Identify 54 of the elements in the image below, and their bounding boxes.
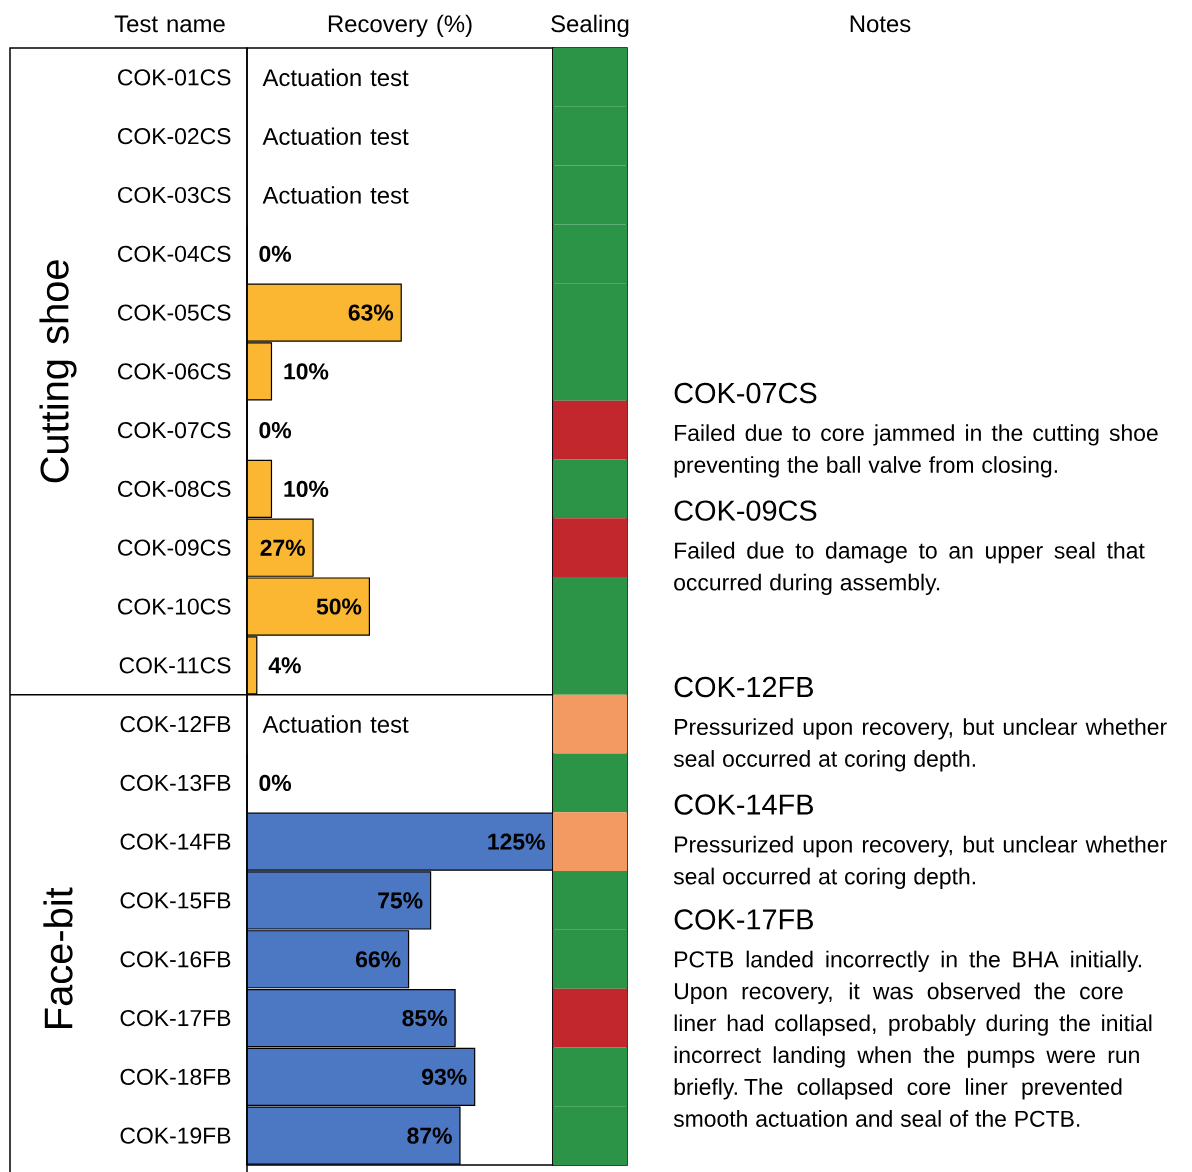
y-tick-label: COK-16FB: [120, 951, 231, 968]
x-axis-title: Sealing: [551, 14, 629, 37]
y-tick-label: COK-14FB: [120, 833, 231, 850]
data-label: 87%: [407, 1127, 452, 1144]
text: COK-14FB: [674, 794, 813, 815]
text: PCTB landed incorrectly in the BHA initially. Upon recovery, it was observed the core liner had collapsed, probably during the initial incorrect landing when the pumps were run briefly. The collapsed core liner prevented smooth actuation and seal of the PCTB.: [673, 950, 1152, 1127]
y-tick-label: COK-08CS: [118, 480, 231, 498]
y-tick-label: COK-05CS: [118, 304, 231, 321]
text: Pressurized upon recovery, but unclear whether seal occurred at coring depth.: [673, 835, 1167, 890]
data-label: 63%: [348, 304, 394, 321]
y-axis-title: Test name: [114, 15, 225, 33]
y-tick-label: COK-17FB: [120, 1009, 231, 1027]
y-tick-label: COK-07CS: [118, 422, 231, 439]
y-tick-label: COK-13FB: [120, 774, 231, 791]
data-label: 4%: [268, 657, 301, 674]
data-label: 10%: [284, 363, 329, 380]
data-label: 50%: [316, 598, 362, 615]
data-label: 66%: [356, 951, 401, 968]
text: Failed due to damage to an upper seal that occurred during assembly.: [674, 541, 1145, 596]
data-label: 0%: [259, 774, 292, 791]
data-label: 125%: [488, 833, 545, 850]
text: Pressurized upon recovery, but unclear whether seal occurred at coring depth.: [673, 718, 1167, 772]
text: Notes: [850, 15, 911, 33]
text: Actuation test: [262, 186, 409, 204]
data-label: 93%: [422, 1068, 467, 1085]
data-label: 27%: [260, 539, 305, 556]
y-tick-label: COK-01CS: [118, 69, 231, 86]
y-tick-label: COK-12FB: [120, 715, 231, 733]
y-tick-label: COK-19FB: [120, 1127, 231, 1144]
y-tick-label: COK-04CS: [118, 245, 231, 262]
y-tick-label: COK-02CS: [118, 128, 231, 145]
text: Failed due to core jammed in the cutting shoe preventing the ball valve from closing.: [674, 424, 1158, 478]
data-label: 75%: [378, 892, 423, 909]
y-tick-label: COK-11CS: [119, 657, 231, 674]
data-label: 10%: [284, 480, 329, 498]
y-tick-label: COK-18FB: [120, 1068, 231, 1085]
x-axis-title: Recovery (%): [328, 14, 472, 37]
y-tick-label: COK-03CS: [118, 186, 231, 204]
text: COK-17FB: [674, 909, 813, 930]
data-label: 85%: [402, 1009, 447, 1027]
y-tick-label: COK-15FB: [120, 892, 231, 909]
data-label: 0%: [259, 422, 292, 439]
text: COK-07CS: [674, 382, 817, 404]
text: COK-09CS: [674, 500, 817, 521]
text: COK-12FB: [674, 676, 813, 698]
text: Actuation test: [262, 127, 409, 145]
y-tick-label: COK-10CS: [118, 598, 231, 615]
y-tick-label: COK-06CS: [118, 363, 231, 380]
data-label: 0%: [259, 245, 292, 262]
y-tick-label: COK-09CS: [118, 539, 231, 556]
text: Cutting shoe: [39, 260, 77, 483]
text: Actuation test: [262, 715, 409, 733]
text: Actuation test: [262, 68, 409, 87]
text: Face-bit: [43, 887, 73, 1028]
